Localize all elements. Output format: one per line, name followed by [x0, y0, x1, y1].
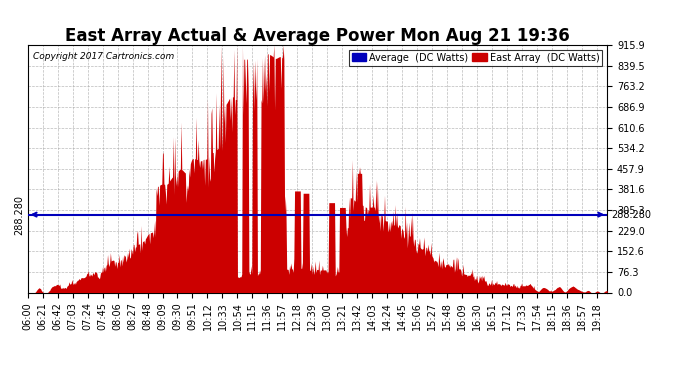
Text: 288.280: 288.280 — [14, 195, 24, 235]
Text: 288.280: 288.280 — [611, 210, 651, 220]
Title: East Array Actual & Average Power Mon Aug 21 19:36: East Array Actual & Average Power Mon Au… — [65, 27, 570, 45]
Legend: Average  (DC Watts), East Array  (DC Watts): Average (DC Watts), East Array (DC Watts… — [348, 50, 602, 66]
Text: Copyright 2017 Cartronics.com: Copyright 2017 Cartronics.com — [33, 53, 175, 62]
